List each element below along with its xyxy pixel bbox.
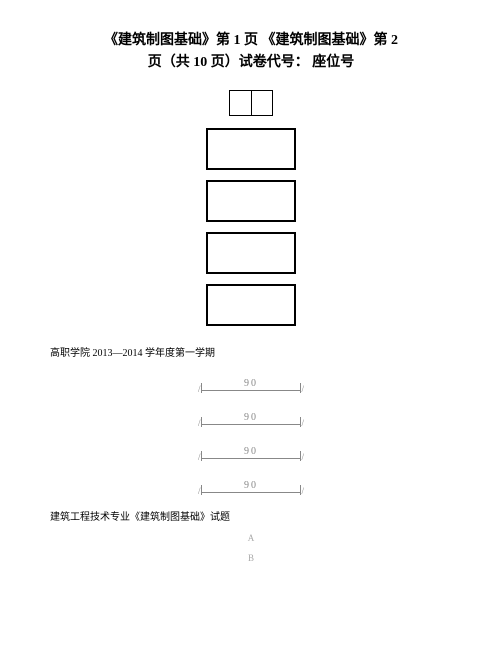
dim-slash: / (301, 452, 304, 462)
dim-slash: / (198, 452, 201, 462)
option-a: A (248, 533, 255, 543)
dimension-line: 90 / / (191, 403, 311, 425)
dimension-line: 90 / / (191, 437, 311, 459)
page-title: 《建筑制图基础》第 1 页 《建筑制图基础》第 2 页（共 10 页）试卷代号：… (50, 30, 452, 75)
dimension-value: 90 (191, 480, 311, 491)
dim-slash: / (301, 384, 304, 394)
rectangle-shape (206, 232, 296, 274)
dimension-value: 90 (191, 446, 311, 457)
dim-tick (201, 485, 202, 495)
title-line-1: 《建筑制图基础》第 1 页 《建筑制图基础》第 2 (50, 30, 452, 52)
rectangle-shape (206, 284, 296, 326)
dim-slash: / (301, 418, 304, 428)
rectangle-shape (206, 128, 296, 170)
dim-slash: / (301, 486, 304, 496)
rectangle-shape (206, 180, 296, 222)
dimension-stack: 90 / / 90 / / 90 / / 90 / / (50, 369, 452, 493)
seat-number-boxes (50, 90, 452, 116)
dim-tick (201, 417, 202, 427)
dim-tick (201, 383, 202, 393)
rectangle-stack (50, 128, 452, 326)
dim-horizontal (201, 424, 301, 425)
subject-text: 建筑工程技术专业《建筑制图基础》试题 (50, 508, 452, 523)
dim-horizontal (201, 458, 301, 459)
dim-horizontal (201, 390, 301, 391)
semester-text: 高职学院 2013—2014 学年度第一学期 (50, 344, 452, 359)
dim-tick (201, 451, 202, 461)
option-b: B (248, 553, 254, 563)
seat-box (229, 90, 251, 116)
option-letters: A B (50, 533, 452, 563)
dimension-line: 90 / / (191, 471, 311, 493)
dim-slash: / (198, 384, 201, 394)
dim-slash: / (198, 418, 201, 428)
seat-box (251, 90, 273, 116)
dim-slash: / (198, 486, 201, 496)
dim-horizontal (201, 492, 301, 493)
dimension-value: 90 (191, 378, 311, 389)
dimension-value: 90 (191, 412, 311, 423)
title-line-2: 页（共 10 页）试卷代号： 座位号 (50, 52, 452, 74)
dimension-line: 90 / / (191, 369, 311, 391)
